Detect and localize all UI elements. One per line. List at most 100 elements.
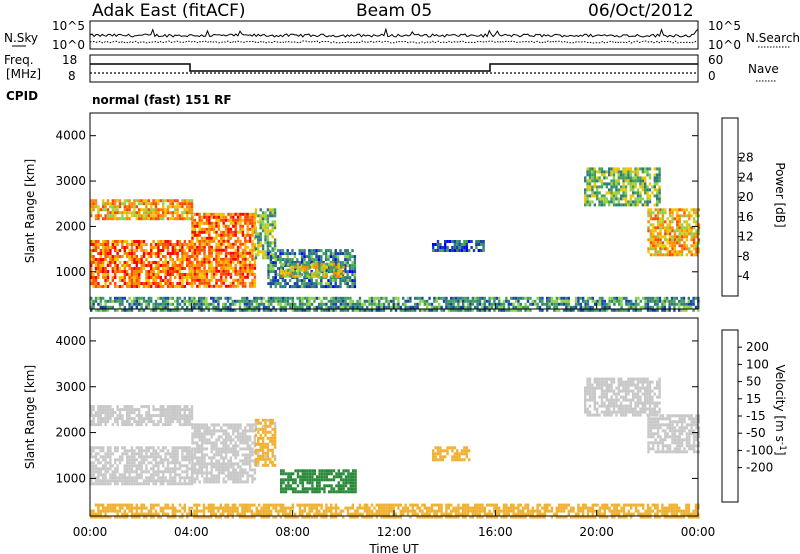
data-cell: [334, 308, 338, 312]
data-cell: [572, 305, 575, 309]
data-cell: [257, 448, 260, 452]
data-cell: [236, 453, 240, 457]
data-cell: [90, 461, 93, 465]
data-cell: [253, 444, 257, 448]
data-cell: [348, 276, 352, 280]
data-cell: [342, 481, 345, 485]
data-cell: [176, 285, 179, 288]
data-cell: [294, 262, 297, 266]
data-cell: [658, 185, 661, 189]
data-cell: [162, 214, 165, 218]
data-cell: [126, 405, 129, 409]
data-cell: [591, 200, 594, 204]
data-cell: [203, 266, 206, 270]
data-cell: [140, 417, 143, 421]
data-cell: [210, 441, 213, 445]
data-cell: [586, 179, 589, 183]
data-cell: [222, 432, 225, 436]
data-cell: [649, 208, 653, 212]
data-cell: [617, 167, 620, 171]
data-cell: [190, 308, 194, 312]
data-cell: [188, 211, 191, 215]
data-cell: [109, 252, 112, 255]
data-cell: [615, 191, 618, 195]
data-cell: [121, 452, 124, 456]
data-cell: [465, 243, 468, 246]
data-cell: [123, 240, 126, 243]
data-cell: [174, 449, 177, 453]
data-cell: [166, 417, 170, 421]
data-cell: [671, 217, 674, 221]
data-cell: [178, 446, 182, 450]
data-cell: [601, 302, 604, 306]
data-cell: [356, 302, 359, 306]
data-cell: [133, 240, 136, 243]
data-cell: [596, 383, 599, 387]
data-cell: [164, 296, 167, 300]
data-cell: [154, 285, 158, 288]
data-cell: [598, 377, 601, 381]
data-cell: [186, 299, 189, 303]
data-cell: [135, 217, 138, 221]
data-cell: [541, 299, 544, 303]
data-cell: [271, 253, 274, 257]
data-cell: [598, 395, 601, 399]
data-cell: [102, 479, 105, 483]
data-cell: [308, 481, 312, 485]
data-cell: [212, 212, 216, 216]
data-cell: [152, 464, 155, 468]
data-cell: [191, 254, 194, 258]
data-cell: [114, 205, 117, 209]
data-cell: [586, 308, 590, 312]
data-cell: [171, 452, 174, 456]
data-cell: [140, 449, 143, 453]
data-cell: [301, 490, 304, 494]
data-cell: [222, 260, 225, 264]
data-cell: [306, 262, 309, 266]
data-cell: [644, 200, 647, 204]
data-cell: [269, 261, 273, 265]
data-cell: [203, 462, 206, 466]
data-cell: [259, 223, 262, 227]
data-cell: [248, 302, 251, 306]
data-cell: [519, 302, 522, 306]
data-cell: [198, 245, 201, 249]
data-cell: [286, 249, 289, 253]
data-cell: [106, 408, 110, 412]
data-cell: [622, 185, 625, 189]
data-cell: [130, 458, 134, 462]
data-cell: [92, 405, 95, 409]
data-cell: [346, 305, 350, 309]
data-cell: [248, 468, 252, 472]
data-cell: [224, 438, 228, 442]
data-cell: [138, 308, 141, 312]
data-cell: [668, 302, 671, 306]
data-cell: [476, 308, 479, 312]
data-cell: [169, 211, 172, 215]
data-cell: [128, 302, 131, 306]
data-cell: [284, 268, 288, 272]
data-cell: [198, 471, 201, 475]
data-cell: [138, 449, 141, 453]
data-cell: [253, 468, 257, 472]
data-cell: [603, 176, 606, 180]
data-cell: [664, 247, 667, 251]
data-cell: [477, 243, 480, 246]
data-cell: [234, 447, 237, 451]
data-cell: [668, 220, 672, 224]
data-cell: [217, 218, 221, 222]
data-cell: [102, 458, 105, 462]
data-cell: [265, 308, 268, 312]
data-cell: [300, 261, 304, 265]
data-cell: [313, 478, 316, 482]
data-cell: [126, 458, 129, 462]
data-cell: [244, 263, 247, 267]
data-cell: [162, 461, 165, 465]
data-cell: [154, 461, 158, 465]
data-cell: [121, 211, 124, 215]
data-cell: [661, 235, 665, 239]
data-cell: [334, 252, 337, 256]
data-cell: [116, 217, 119, 221]
data-cell: [222, 278, 225, 282]
data-cell: [169, 199, 172, 203]
